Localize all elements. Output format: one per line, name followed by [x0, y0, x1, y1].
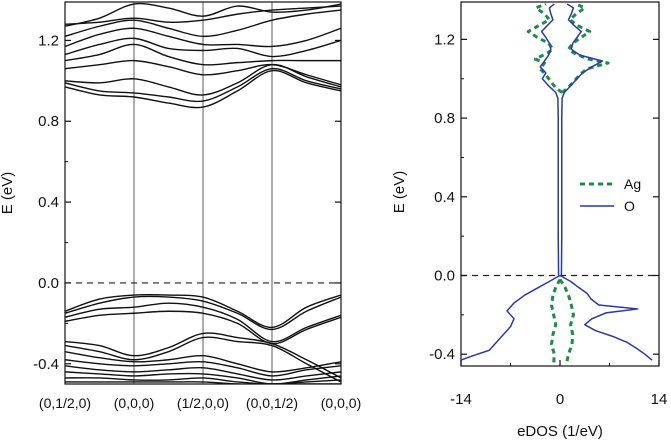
dos-curves — [461, 2, 653, 365]
band-line-3 — [65, 27, 341, 48]
dos-curve-ag-2 — [550, 278, 562, 365]
band-k-point-labels: (0,1/2,0) (0,0,0) (1/2,0,0) (0,0,1/2) (0,0,0… — [39, 395, 361, 411]
k-point-label: (0,0,0) — [321, 395, 361, 411]
band-y-ticks: -0.4 0.0 0.4 0.8 1.2 — [33, 32, 341, 373]
legend-o-label: O — [624, 198, 635, 214]
k-point-divider-lines — [133, 2, 273, 384]
band-line-18 — [65, 365, 341, 381]
band-line-15 — [65, 336, 341, 383]
dos-y-tick-label: 0.8 — [434, 110, 455, 127]
dos-y-tick-label: 0.4 — [434, 189, 455, 206]
dos-y-ticks: -0.4 0.0 0.4 0.8 1.2 — [429, 31, 659, 363]
k-point-label: (0,0,0) — [114, 395, 154, 411]
dos-curve-ag-3 — [558, 278, 575, 365]
band-line-7 — [65, 63, 341, 96]
band-y-tick-label: -0.4 — [33, 356, 59, 373]
legend-ag-label: Ag — [624, 176, 641, 192]
dos-curve-o-1 — [560, 3, 604, 276]
k-point-label: (1/2,0,0) — [177, 395, 229, 411]
dos-x-tick-label: 0 — [556, 391, 564, 408]
band-y-tick-label: 0.4 — [38, 194, 59, 211]
band-line-11 — [65, 295, 341, 331]
band-y-axis-label: E (eV) — [0, 172, 16, 215]
band-y-tick-label: 1.2 — [38, 32, 59, 49]
band-structure-panel: -0.4 0.0 0.4 0.8 1.2 (0,1/2,0) (0,0,0) (1/2,0,… — [0, 1, 361, 411]
band-line-4 — [65, 37, 341, 58]
dos-curve-o-0 — [539, 3, 560, 276]
k-point-label: (0,0,1/2) — [246, 395, 298, 411]
dos-curve-o-2 — [461, 274, 561, 361]
dos-curve-ag-0 — [526, 2, 563, 94]
band-line-14 — [65, 332, 341, 379]
band-line-19 — [65, 371, 341, 384]
band-line-13 — [65, 310, 341, 345]
band-line-2 — [65, 9, 341, 38]
band-line-16 — [65, 350, 341, 373]
dos-panel: -0.4 0.0 0.4 0.8 1.2 -14 0 14 E (eV) eDOS (1/e… — [391, 1, 667, 440]
band-y-tick-label: 0.0 — [38, 275, 59, 292]
band-line-10 — [65, 293, 341, 329]
dos-y-tick-label: 0.0 — [434, 267, 455, 284]
dos-y-axis-label: E (eV) — [391, 171, 408, 214]
band-line-12 — [65, 302, 341, 343]
band-line-20 — [65, 377, 341, 384]
band-line-6 — [65, 59, 341, 86]
band-line-9 — [65, 70, 341, 109]
dos-x-ticks: -14 0 14 — [450, 360, 667, 408]
band-y-tick-label: 0.8 — [38, 113, 59, 130]
dos-y-tick-label: 1.2 — [434, 31, 455, 48]
band-line-21 — [65, 381, 341, 384]
dos-curve-o-3 — [559, 274, 653, 361]
dos-x-tick-label: 14 — [651, 391, 668, 408]
band-line-0 — [65, 2, 341, 27]
band-line-1 — [65, 5, 341, 25]
band-line-17 — [65, 359, 341, 377]
dos-x-axis-label: eDOS (1/eV) — [517, 423, 603, 440]
dos-x-tick-label: -14 — [450, 391, 472, 408]
dos-legend: Ag O — [580, 176, 641, 214]
band-lines — [65, 2, 341, 384]
band-line-5 — [65, 43, 341, 66]
dos-y-tick-label: -0.4 — [429, 346, 455, 363]
band-line-8 — [65, 67, 341, 103]
k-point-label: (0,1/2,0) — [39, 395, 91, 411]
